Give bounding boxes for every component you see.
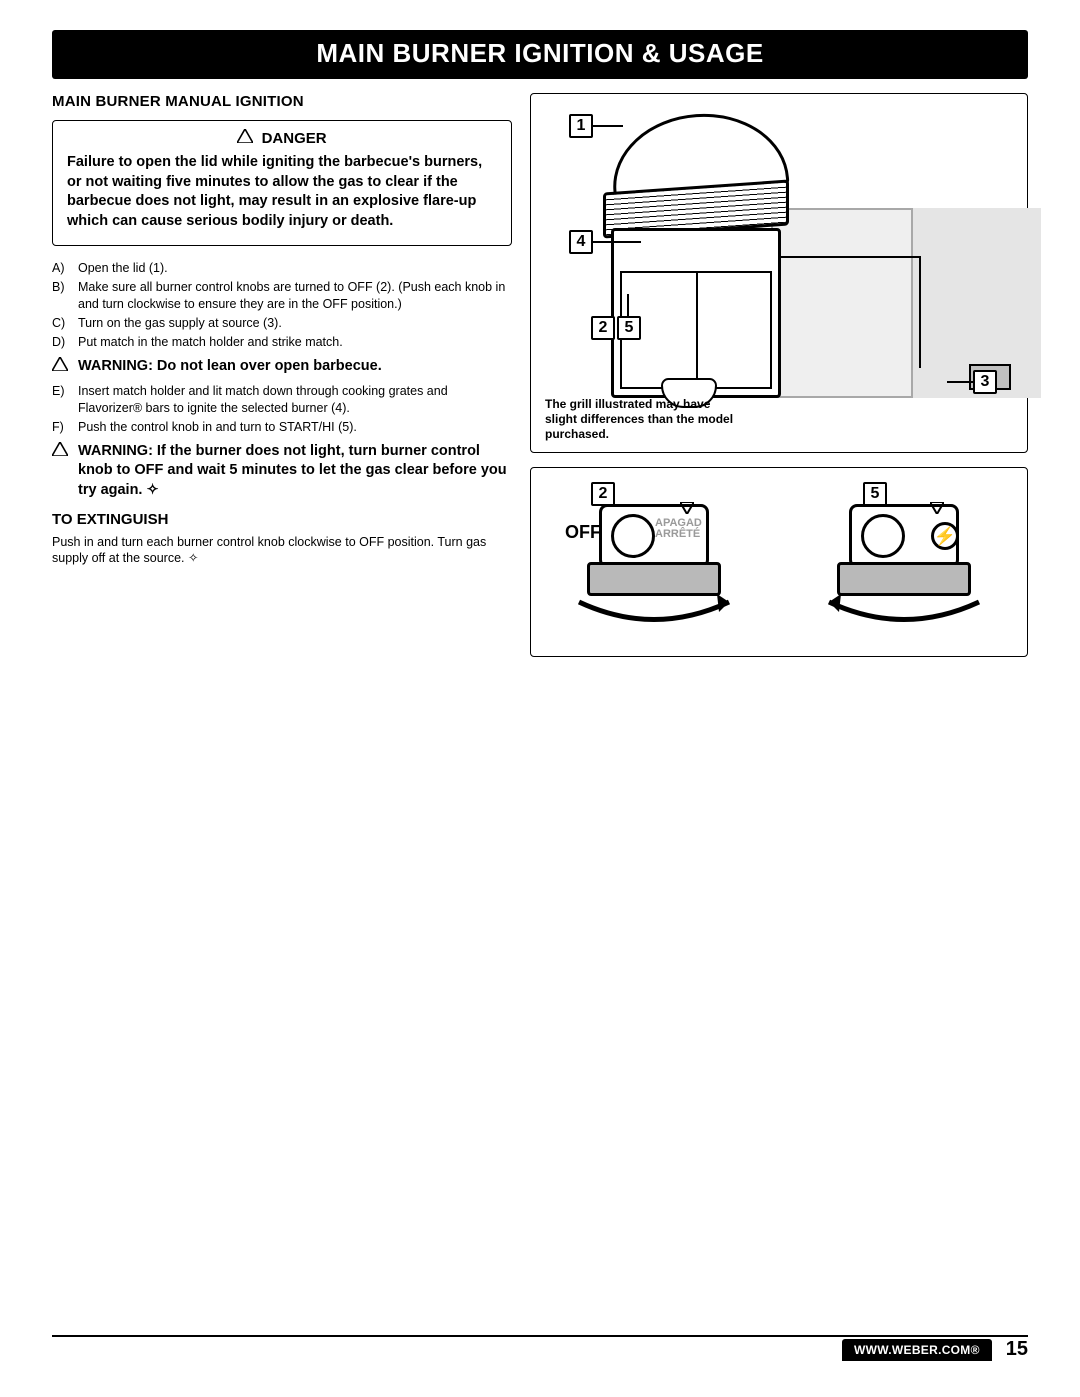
page-title: MAIN BURNER IGNITION & USAGE [316, 38, 763, 68]
grill-body [611, 228, 781, 398]
leader-line [947, 381, 973, 383]
left-column: MAIN BURNER MANUAL IGNITION DANGER Failu… [52, 93, 512, 657]
danger-box: DANGER Failure to open the lid while ign… [52, 120, 512, 246]
step-e: E)Insert match holder and lit match down… [52, 383, 512, 417]
spark-icon: ⚡ [931, 522, 959, 550]
step-marker: D) [52, 334, 78, 351]
step-marker: A) [52, 260, 78, 277]
dial-base [587, 562, 721, 596]
grill-doors [620, 271, 772, 389]
callout-1: 1 [569, 114, 593, 138]
knob-off-block: OFF APAGAD ARRÊTÉ [569, 504, 739, 624]
warning-icon [52, 357, 78, 378]
apagad2: ARRÊTÉ [655, 528, 700, 540]
pointer-icon [680, 501, 694, 513]
footer-url: WWW.WEBER.COM® [842, 1339, 992, 1361]
right-column: 1 4 2 5 3 The grill illustrated may have… [530, 93, 1028, 657]
steps-list-1: A)Open the lid (1). B)Make sure all burn… [52, 260, 512, 350]
footer-rule [52, 1335, 1028, 1337]
warning-text: WARNING: If the burner does not light, t… [78, 442, 512, 501]
heading-extinguish: TO EXTINGUISH [52, 511, 512, 528]
warning-icon [237, 129, 253, 147]
step-marker: C) [52, 315, 78, 332]
page-title-bar: MAIN BURNER IGNITION & USAGE [52, 30, 1028, 79]
gas-line [781, 256, 921, 258]
step-marker: E) [52, 383, 78, 417]
step-text: Turn on the gas supply at source (3). [78, 315, 512, 332]
callout-4: 4 [569, 230, 593, 254]
knob-ignite-block: ⚡ [819, 504, 989, 624]
columns: MAIN BURNER MANUAL IGNITION DANGER Failu… [52, 93, 1028, 657]
step-text: Put match in the match holder and strike… [78, 334, 512, 351]
step-text: Open the lid (1). [78, 260, 512, 277]
step-a: A)Open the lid (1). [52, 260, 512, 277]
diagram-caption: The grill illustrated may have slight di… [545, 397, 745, 442]
step-text: Push the control knob in and turn to STA… [78, 419, 512, 436]
dial-base [837, 562, 971, 596]
warning-icon [52, 442, 78, 501]
heading-manual-ignition: MAIN BURNER MANUAL IGNITION [52, 93, 512, 110]
warning-retry: WARNING: If the burner does not light, t… [52, 442, 512, 501]
leader-line [593, 125, 623, 127]
extinguish-body: Push in and turn each burner control kno… [52, 534, 512, 568]
step-text: Make sure all burner control knobs are t… [78, 279, 512, 313]
callout-5b: 5 [863, 482, 887, 506]
gas-line [919, 256, 921, 368]
step-text: Insert match holder and lit match down t… [78, 383, 512, 417]
pointer-icon [930, 501, 944, 513]
dial-face [611, 514, 655, 558]
step-marker: B) [52, 279, 78, 313]
danger-title: DANGER [67, 129, 497, 147]
callout-5: 5 [617, 316, 641, 340]
leader-line [593, 241, 641, 243]
dial-face [861, 514, 905, 558]
grill-scene [581, 108, 1013, 402]
danger-body: Failure to open the lid while igniting t… [67, 153, 497, 231]
off-label: OFF [565, 522, 601, 543]
step-b: B)Make sure all burner control knobs are… [52, 279, 512, 313]
rotate-arrow-icon [819, 592, 989, 632]
step-c: C)Turn on the gas supply at source (3). [52, 315, 512, 332]
callout-2b: 2 [591, 482, 615, 506]
page-number: 15 [1006, 1338, 1028, 1361]
step-d: D)Put match in the match holder and stri… [52, 334, 512, 351]
rotate-arrow-icon [569, 592, 739, 632]
warning-text: WARNING: Do not lean over open barbecue. [78, 357, 512, 378]
page: MAIN BURNER IGNITION & USAGE MAIN BURNER… [0, 0, 1080, 657]
step-f: F)Push the control knob in and turn to S… [52, 419, 512, 436]
callout-3: 3 [973, 370, 997, 394]
callout-2: 2 [591, 316, 615, 340]
step-marker: F) [52, 419, 78, 436]
warning-lean: WARNING: Do not lean over open barbecue. [52, 357, 512, 378]
danger-label: DANGER [262, 130, 327, 147]
steps-list-2: E)Insert match holder and lit match down… [52, 383, 512, 436]
footer: WWW.WEBER.COM® 15 [842, 1338, 1028, 1361]
leader-line [627, 294, 629, 316]
apagad-label: APAGAD ARRÊTÉ [655, 518, 702, 540]
diagram-grill: 1 4 2 5 3 The grill illustrated may have… [530, 93, 1028, 453]
diagram-knobs: 2 5 OFF APAGAD ARRÊTÉ [530, 467, 1028, 657]
spark-glyph: ⚡ [934, 526, 956, 547]
